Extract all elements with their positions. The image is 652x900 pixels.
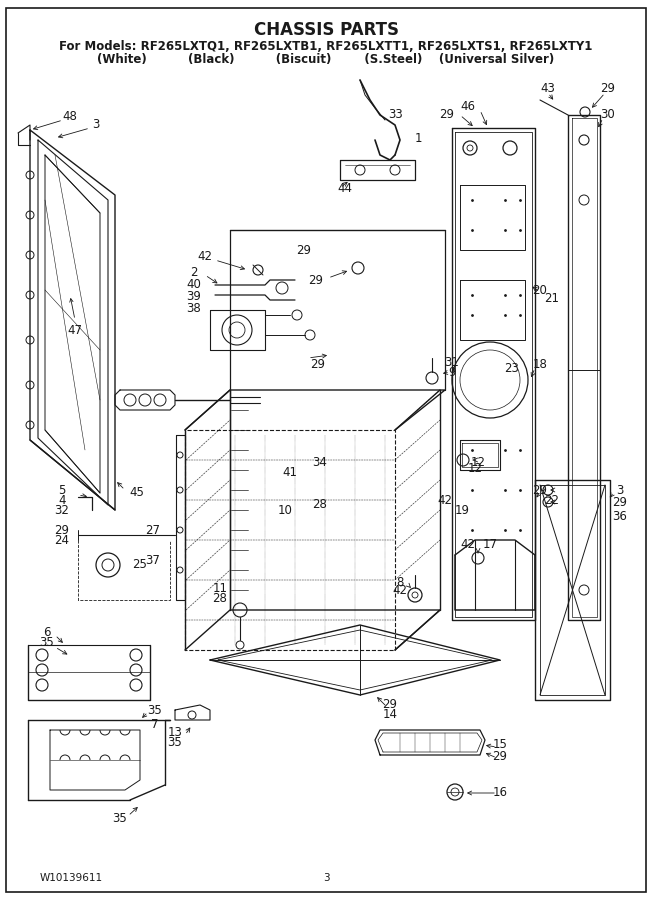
Text: 46: 46: [460, 101, 475, 113]
Text: 39: 39: [186, 290, 201, 302]
Text: 29: 29: [297, 244, 312, 256]
Text: 14: 14: [383, 708, 398, 722]
Text: CHASSIS PARTS: CHASSIS PARTS: [254, 21, 398, 39]
Text: 35: 35: [147, 704, 162, 716]
Text: W10139611: W10139611: [40, 873, 103, 883]
Text: 20: 20: [533, 284, 548, 296]
Text: 10: 10: [278, 503, 293, 517]
Text: 29: 29: [308, 274, 323, 286]
Text: 19: 19: [454, 503, 469, 517]
Text: 44: 44: [338, 182, 353, 194]
Text: 9: 9: [449, 366, 456, 380]
Text: 3: 3: [323, 873, 329, 883]
Text: 42: 42: [198, 250, 213, 264]
Text: 5: 5: [58, 483, 66, 497]
Text: 13: 13: [168, 725, 183, 739]
Text: 30: 30: [600, 109, 615, 122]
Text: 32: 32: [55, 505, 69, 518]
Text: 35: 35: [168, 736, 183, 750]
Text: 27: 27: [145, 524, 160, 536]
Text: 8: 8: [396, 575, 404, 589]
Text: 45: 45: [130, 487, 145, 500]
Text: 12: 12: [471, 455, 486, 469]
Text: 21: 21: [544, 292, 559, 305]
Text: 29: 29: [612, 497, 627, 509]
Text: 35: 35: [113, 812, 127, 824]
Text: 18: 18: [533, 358, 548, 372]
Text: 29: 29: [492, 751, 507, 763]
Text: 47: 47: [68, 323, 83, 337]
Text: 7: 7: [151, 717, 158, 731]
Text: 15: 15: [492, 739, 507, 752]
Text: 36: 36: [613, 509, 627, 523]
Text: 17: 17: [482, 538, 497, 552]
Text: For Models: RF265LXTQ1, RF265LXTB1, RF265LXTT1, RF265LXTS1, RF265LXTY1: For Models: RF265LXTQ1, RF265LXTB1, RF26…: [59, 40, 593, 53]
Text: 25: 25: [132, 559, 147, 572]
Text: 42: 42: [393, 584, 408, 598]
Text: 42: 42: [437, 493, 452, 507]
Text: 16: 16: [492, 787, 507, 799]
Text: 29: 29: [439, 109, 454, 122]
Text: 22: 22: [544, 493, 559, 507]
Text: 28: 28: [312, 499, 327, 511]
Text: 29: 29: [55, 524, 70, 536]
Text: 24: 24: [55, 534, 70, 546]
Text: 6: 6: [43, 626, 51, 638]
Text: 29: 29: [600, 82, 615, 94]
Text: 3: 3: [93, 118, 100, 130]
Text: 29: 29: [533, 483, 548, 497]
Text: 35: 35: [40, 636, 54, 650]
Text: 4: 4: [58, 493, 66, 507]
Text: 37: 37: [145, 554, 160, 566]
Text: 2: 2: [190, 266, 198, 278]
Text: (White)          (Black)          (Biscuit)        (S.Steel)    (Universal Silve: (White) (Black) (Biscuit) (S.Steel) (Uni…: [97, 53, 555, 67]
Text: 41: 41: [282, 465, 297, 479]
Text: 48: 48: [63, 110, 78, 122]
Text: 29: 29: [383, 698, 398, 712]
Text: 40: 40: [186, 278, 201, 292]
Text: 11: 11: [213, 581, 228, 595]
Text: 28: 28: [213, 592, 228, 606]
Text: 33: 33: [389, 109, 404, 122]
Text: 23: 23: [505, 362, 520, 374]
Text: 1: 1: [414, 131, 422, 145]
Text: 43: 43: [541, 82, 556, 94]
Text: 34: 34: [312, 455, 327, 469]
Text: 3: 3: [616, 483, 624, 497]
Text: 29: 29: [310, 358, 325, 372]
Text: 38: 38: [186, 302, 201, 314]
Text: 31: 31: [445, 356, 460, 370]
Text: 12: 12: [467, 462, 482, 474]
Text: 42: 42: [460, 538, 475, 552]
